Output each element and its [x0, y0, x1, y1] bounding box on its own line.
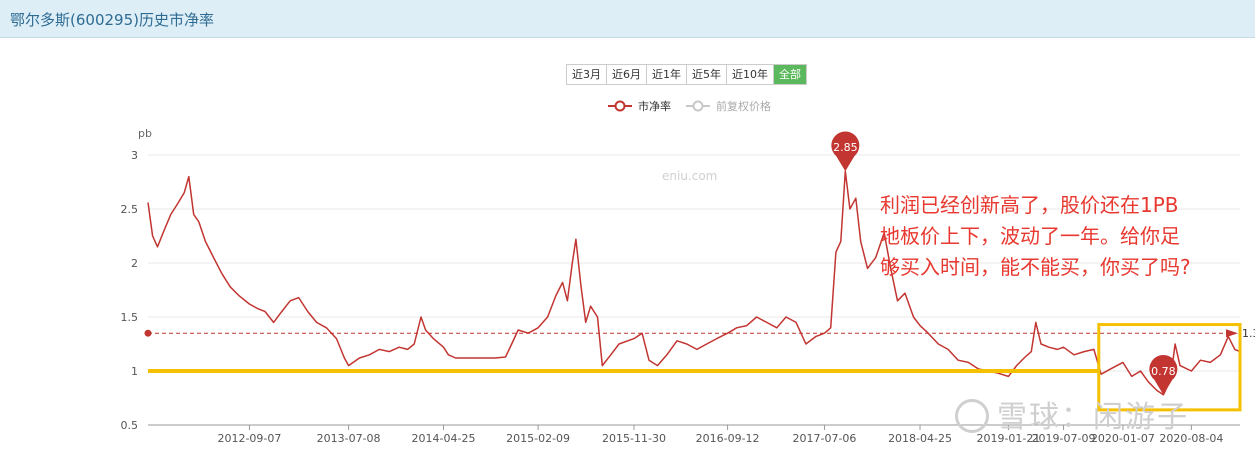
x-axis-ticks: 2012-09-07 2013-07-08 2014-04-25 2015-02-09… — [217, 425, 1223, 445]
header-bar: 鄂尔多斯(600295)历史市净率 — [0, 0, 1255, 38]
x-tick-label: 2013-07-08 — [317, 432, 381, 445]
x-tick-label: 2016-09-12 — [696, 432, 760, 445]
xueqiu-watermark: 雪球：闲游子 — [955, 392, 1189, 436]
page-title: 鄂尔多斯(600295)历史市净率 — [10, 11, 214, 29]
tab-3m[interactable]: 近3月 — [567, 65, 607, 84]
watermark-text: 雪球：闲游子 — [997, 400, 1189, 435]
y-tick-label: 3 — [131, 149, 138, 162]
legend-circle-pb-icon — [614, 100, 626, 112]
annotation-line-1: 利润已经创新高了，股价还在1PB — [880, 193, 1179, 217]
y-tick-label: 0.5 — [121, 419, 139, 432]
x-tick-label: 2019-07-09 — [1032, 432, 1096, 445]
x-tick-label: 2015-11-30 — [602, 432, 666, 445]
tab-all[interactable]: 全部 — [774, 65, 806, 84]
y-tick-label: 1 — [131, 365, 138, 378]
tab-5y[interactable]: 近5年 — [687, 65, 727, 84]
x-tick-label: 2014-04-25 — [412, 432, 476, 445]
highlight-box — [1097, 323, 1242, 412]
annotation-text: 利润已经创新高了，股价还在1PB 地板价上下，波动了一年。给你足 够买入时间，能… — [880, 190, 1250, 283]
marker-max-pin-icon — [831, 131, 860, 172]
tab-1y[interactable]: 近1年 — [647, 65, 687, 84]
reference-line-start-dot — [144, 329, 152, 337]
x-tick-label: 2019-01-21 — [976, 432, 1040, 445]
legend: 市净率 前复权价格 — [608, 99, 771, 113]
legend-item-pb[interactable]: 市净率 — [638, 99, 671, 113]
reference-line-label: 1.3 — [1242, 327, 1255, 340]
marker-max: 2.85 — [831, 131, 860, 172]
y-axis-label: pb — [138, 127, 152, 140]
marker-min-pin-icon — [1149, 355, 1178, 395]
y-tick-label: 2.5 — [121, 203, 139, 216]
tab-10y[interactable]: 近10年 — [727, 65, 774, 84]
x-tick-label: 2017-07-06 — [792, 432, 856, 445]
y-tick-label: 1.5 — [121, 311, 139, 324]
marker-min-label: 0.78 — [1151, 365, 1176, 378]
x-tick-label: 2015-02-09 — [506, 432, 570, 445]
marker-min: 0.78 — [1149, 355, 1178, 395]
legend-item-price[interactable]: 前复权价格 — [716, 99, 771, 113]
series-line-pb — [147, 170, 1241, 396]
tab-6m[interactable]: 近6月 — [607, 65, 647, 84]
x-tick-label: 2020-01-07 — [1091, 432, 1155, 445]
x-tick-label: 2020-08-04 — [1159, 432, 1223, 445]
x-tick-label: 2018-04-25 — [888, 432, 952, 445]
marker-max-label: 2.85 — [833, 141, 858, 154]
site-watermark: eniu.com — [662, 169, 717, 183]
y-tick-label: 2 — [131, 257, 138, 270]
annotation-line-3: 够买入时间，能不能买，你买了吗? — [880, 255, 1191, 279]
range-tabs: 近3月 近6月 近1年 近5年 近10年 全部 — [566, 64, 807, 85]
reference-line-arrow-icon — [1226, 329, 1238, 338]
y-axis-ticks: 0.5 1 1.5 2 2.5 3 — [121, 149, 139, 432]
xueqiu-logo-icon — [955, 398, 989, 433]
legend-circle-price-icon — [692, 100, 704, 112]
x-tick-label: 2012-09-07 — [217, 432, 281, 445]
annotation-line-2: 地板价上下，波动了一年。给你足 — [880, 224, 1180, 248]
